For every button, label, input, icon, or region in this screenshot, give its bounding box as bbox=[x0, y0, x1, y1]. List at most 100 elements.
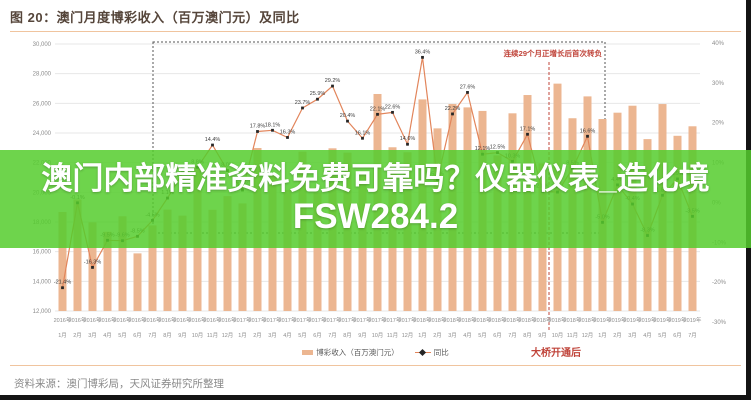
x-axis-month-label: 2月 bbox=[613, 332, 622, 339]
yoy-marker bbox=[61, 286, 64, 290]
x-axis-year-label: 2016年 bbox=[189, 316, 207, 324]
x-axis-month-label: 11月 bbox=[567, 332, 578, 339]
yoy-marker bbox=[256, 130, 259, 133]
x-axis-month-label: 4月 bbox=[643, 332, 652, 339]
right-axis-tick-label: -20% bbox=[712, 280, 727, 286]
yoy-legend-label: 同比 bbox=[433, 347, 449, 357]
chart-legend: 博彩收入（百万澳门元） 同比 bbox=[0, 346, 751, 358]
x-axis-month-label: 10月 bbox=[552, 332, 564, 339]
right-axis-tick-label: 40% bbox=[712, 41, 725, 47]
x-axis-month-label: 9月 bbox=[178, 332, 187, 339]
x-axis-month-label: 1月 bbox=[238, 332, 247, 339]
right-axis-tick-label: 30% bbox=[712, 81, 725, 87]
x-axis-month-label: 6月 bbox=[313, 332, 322, 339]
x-axis-month-label: 4月 bbox=[463, 332, 472, 339]
yoy-value-label: 16.1% bbox=[355, 130, 371, 136]
x-axis-month-label: 5月 bbox=[658, 332, 667, 339]
x-axis-year-label: 2016年 bbox=[204, 316, 222, 324]
x-axis-month-label: 6月 bbox=[493, 332, 502, 339]
yoy-value-label: 22.2% bbox=[445, 106, 461, 112]
x-axis-month-label: 11月 bbox=[387, 332, 398, 339]
x-axis-year-label: 2017年 bbox=[264, 316, 282, 324]
x-axis-year-label: 2017年 bbox=[399, 316, 417, 324]
x-axis-year-label: 2019年 bbox=[669, 316, 687, 324]
yoy-legend-swatch bbox=[414, 348, 431, 356]
x-axis-year-label: 2019年 bbox=[594, 316, 612, 324]
revenue-legend-swatch bbox=[302, 349, 314, 355]
yoy-marker bbox=[301, 106, 304, 110]
yoy-value-label: 36.4% bbox=[415, 49, 431, 55]
spam-text-line2: FSW284.2 bbox=[292, 197, 459, 237]
x-axis-year-label: 2018年 bbox=[534, 316, 552, 324]
revenue-bar bbox=[313, 192, 322, 311]
source-note: 资料来源：澳门博彩局，天风证券研究所整理 bbox=[14, 378, 224, 390]
y-axis-tick-label: 12,000 bbox=[33, 309, 52, 315]
x-axis-year-label: 2017年 bbox=[369, 316, 387, 324]
x-axis-year-label: 2019年 bbox=[639, 316, 657, 324]
x-axis-month-label: 3月 bbox=[88, 332, 97, 339]
x-axis-month-label: 1月 bbox=[58, 332, 67, 339]
yoy-value-label: 27.6% bbox=[460, 84, 476, 90]
yoy-marker bbox=[211, 143, 214, 147]
x-axis-month-label: 12月 bbox=[222, 332, 234, 339]
footer-divider bbox=[10, 365, 741, 366]
yoy-value-label: -21.4% bbox=[54, 280, 72, 286]
x-axis-month-label: 8月 bbox=[163, 332, 172, 339]
x-axis-year-label: 2019年 bbox=[684, 316, 702, 324]
x-axis-year-label: 2016年 bbox=[174, 316, 192, 324]
x-axis-year-label: 2016年 bbox=[114, 316, 132, 324]
x-axis-year-label: 2016年 bbox=[84, 316, 102, 324]
yoy-value-label: -16.3% bbox=[84, 259, 102, 265]
x-axis-month-label: 5月 bbox=[118, 332, 127, 339]
y-axis-tick-label: 24,000 bbox=[33, 131, 52, 137]
x-axis-year-label: 2017年 bbox=[384, 316, 402, 324]
yoy-marker bbox=[286, 136, 289, 139]
x-axis-month-label: 4月 bbox=[103, 332, 112, 339]
x-axis-year-label: 2018年 bbox=[489, 316, 507, 324]
yoy-marker bbox=[526, 132, 529, 136]
x-axis-year-label: 2016年 bbox=[144, 316, 162, 324]
x-axis-year-label: 2016年 bbox=[99, 316, 117, 324]
yoy-value-label: 20.4% bbox=[340, 113, 356, 119]
x-axis-month-label: 3月 bbox=[628, 332, 637, 339]
x-axis-month-label: 1月 bbox=[598, 332, 607, 339]
revenue-bar bbox=[223, 196, 232, 311]
x-axis-month-label: 9月 bbox=[358, 332, 367, 339]
right-axis-tick-label: -30% bbox=[712, 320, 727, 326]
revenue-bar bbox=[73, 199, 82, 311]
yoy-marker bbox=[361, 136, 364, 140]
yoy-value-label: 25.9% bbox=[310, 91, 326, 97]
revenue-bar bbox=[133, 253, 142, 311]
y-axis-tick-label: 26,000 bbox=[33, 101, 52, 107]
yoy-legend-diamond-icon bbox=[418, 348, 426, 356]
yoy-marker bbox=[331, 84, 334, 88]
yoy-marker bbox=[406, 142, 409, 146]
x-axis-year-label: 2019年 bbox=[609, 316, 627, 324]
yoy-marker bbox=[466, 91, 469, 94]
yoy-value-label: 14.4% bbox=[205, 137, 221, 143]
x-axis-month-label: 3月 bbox=[268, 332, 277, 339]
y-axis-tick-label: 28,000 bbox=[33, 72, 52, 78]
x-axis-month-label: 7月 bbox=[688, 332, 697, 339]
revenue-bar bbox=[238, 203, 247, 311]
yoy-marker bbox=[391, 110, 394, 114]
yoy-value-label: 18.1% bbox=[265, 122, 281, 128]
figure-title: 图 20：澳门月度博彩收入（百万澳门元）及同比 bbox=[10, 10, 300, 25]
x-axis-month-label: 5月 bbox=[478, 332, 487, 339]
x-axis-month-label: 12月 bbox=[582, 332, 594, 339]
bottom-border bbox=[0, 395, 751, 400]
yoy-marker bbox=[451, 112, 454, 116]
x-axis-month-label: 7月 bbox=[328, 332, 337, 339]
x-axis-month-label: 10月 bbox=[372, 332, 384, 339]
x-axis-month-label: 10月 bbox=[192, 332, 204, 339]
x-axis-year-label: 2018年 bbox=[414, 316, 432, 324]
x-axis-month-label: 5月 bbox=[298, 332, 307, 339]
yoy-value-label: 22.6% bbox=[385, 104, 401, 110]
yoy-value-label: 16.3% bbox=[280, 129, 296, 135]
revenue-bar bbox=[148, 225, 157, 311]
yoy-marker bbox=[421, 55, 424, 59]
legend-item-yoy: 同比 bbox=[414, 347, 449, 358]
revenue-bar bbox=[103, 231, 112, 311]
x-axis-year-label: 2018年 bbox=[474, 316, 492, 324]
x-axis-month-label: 2月 bbox=[253, 332, 262, 339]
